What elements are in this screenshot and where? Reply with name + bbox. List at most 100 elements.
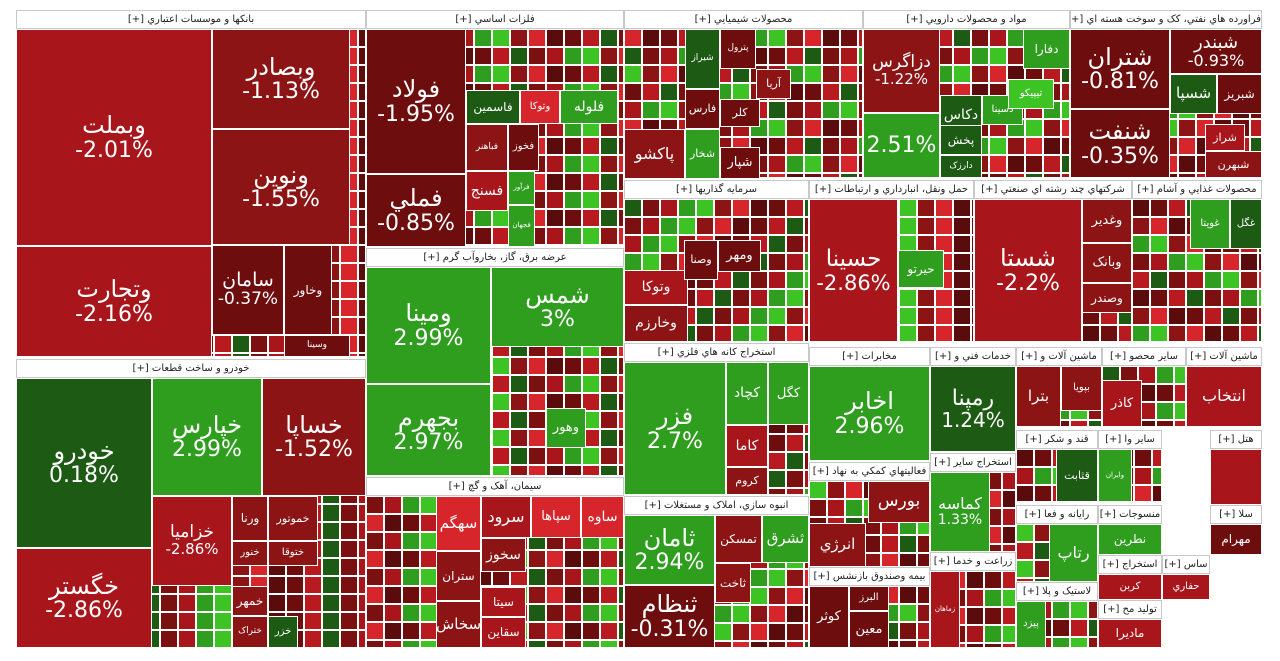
minor-stock-tile[interactable] <box>1070 601 1088 619</box>
minor-stock-tile[interactable] <box>358 335 366 353</box>
minor-stock-tile[interactable] <box>732 271 750 289</box>
sector-header[interactable]: استخراج [+] <box>1098 555 1162 574</box>
stock-tile[interactable]: شسپا <box>1170 74 1217 114</box>
sector-header[interactable]: بيمه وصندوق بازنشس [+] <box>809 567 930 586</box>
minor-stock-tile[interactable] <box>402 622 420 640</box>
minor-stock-tile[interactable] <box>1132 271 1150 289</box>
minor-stock-tile[interactable] <box>1168 271 1186 289</box>
minor-stock-tile[interactable] <box>1016 560 1034 578</box>
minor-stock-tile[interactable] <box>510 29 528 47</box>
minor-stock-tile[interactable] <box>624 29 642 47</box>
minor-stock-tile[interactable] <box>600 411 618 429</box>
minor-stock-tile[interactable] <box>732 199 750 217</box>
minor-stock-tile[interactable] <box>492 65 510 83</box>
minor-stock-tile[interactable] <box>546 173 564 191</box>
stock-tile[interactable]: نطرين <box>1098 524 1162 555</box>
minor-stock-tile[interactable] <box>250 353 268 357</box>
minor-stock-tile[interactable] <box>750 289 768 307</box>
minor-stock-tile[interactable] <box>1052 601 1070 619</box>
minor-stock-tile[interactable] <box>402 532 420 550</box>
minor-stock-tile[interactable] <box>546 622 564 640</box>
minor-stock-tile[interactable] <box>642 101 660 119</box>
minor-stock-tile[interactable] <box>750 569 768 587</box>
stock-tile[interactable]: وبصادر -1.13% <box>212 29 350 129</box>
minor-stock-tile[interactable] <box>160 630 178 648</box>
minor-stock-tile[interactable] <box>358 119 366 137</box>
stock-tile[interactable]: بورس <box>868 481 930 523</box>
stock-tile[interactable]: کاذر <box>1102 380 1142 427</box>
minor-stock-tile[interactable] <box>696 325 714 342</box>
stock-tile[interactable]: فولاد -1.95% <box>366 29 466 174</box>
sector-header[interactable]: خدمات فني و [+] <box>930 347 1016 366</box>
minor-stock-tile[interactable] <box>582 640 600 648</box>
minor-stock-tile[interactable] <box>768 325 786 342</box>
sector-header[interactable]: حمل ونقل، انبارداري و ارتباطات [+] <box>809 180 974 199</box>
minor-stock-tile[interactable] <box>1132 199 1150 217</box>
minor-stock-tile[interactable] <box>340 522 358 540</box>
minor-stock-tile[interactable] <box>618 101 624 119</box>
minor-stock-tile[interactable] <box>1204 325 1222 342</box>
minor-stock-tile[interactable] <box>786 47 804 65</box>
minor-stock-tile[interactable] <box>178 630 196 648</box>
minor-stock-tile[interactable] <box>768 199 786 217</box>
stock-tile[interactable]: شمس 3% <box>491 267 624 347</box>
minor-stock-tile[interactable] <box>600 447 618 465</box>
minor-stock-tile[interactable] <box>917 535 930 553</box>
minor-stock-tile[interactable] <box>1002 643 1016 648</box>
sector-header[interactable]: زراعت و خدما [+] <box>930 552 1016 571</box>
stock-tile[interactable]: کربن <box>1098 574 1162 600</box>
stock-tile[interactable]: حفاري <box>1162 574 1210 600</box>
stock-tile[interactable]: غگل <box>1230 199 1262 249</box>
stock-tile[interactable]: خودرو 0.18% <box>16 378 152 548</box>
minor-stock-tile[interactable] <box>582 65 600 83</box>
minor-stock-tile[interactable] <box>935 199 953 217</box>
minor-stock-tile[interactable] <box>1258 253 1262 271</box>
minor-stock-tile[interactable] <box>696 199 714 217</box>
minor-stock-tile[interactable] <box>358 65 366 83</box>
minor-stock-tile[interactable] <box>660 235 678 253</box>
minor-stock-tile[interactable] <box>899 553 917 567</box>
minor-stock-tile[interactable] <box>786 173 804 178</box>
minor-stock-tile[interactable] <box>786 641 804 648</box>
minor-stock-tile[interactable] <box>845 481 863 499</box>
stock-tile[interactable]: ومهر <box>718 240 761 272</box>
minor-stock-tile[interactable] <box>340 630 358 648</box>
minor-stock-tile[interactable] <box>582 191 600 209</box>
minor-stock-tile[interactable] <box>1118 325 1132 342</box>
minor-stock-tile[interactable] <box>624 253 642 271</box>
minor-stock-tile[interactable] <box>953 47 971 65</box>
minor-stock-tile[interactable] <box>917 604 930 622</box>
minor-stock-tile[interactable] <box>858 83 863 101</box>
minor-stock-tile[interactable] <box>366 586 384 604</box>
minor-stock-tile[interactable] <box>384 550 402 568</box>
minor-stock-tile[interactable] <box>618 83 624 101</box>
minor-stock-tile[interactable] <box>1088 637 1098 648</box>
minor-stock-tile[interactable] <box>564 209 582 227</box>
minor-stock-tile[interactable] <box>1168 217 1186 235</box>
minor-stock-tile[interactable] <box>564 640 582 648</box>
minor-stock-tile[interactable] <box>358 612 366 630</box>
stock-tile[interactable]: شپار <box>720 147 760 179</box>
minor-stock-tile[interactable] <box>492 47 510 65</box>
minor-stock-tile[interactable] <box>732 623 750 641</box>
minor-stock-tile[interactable] <box>546 47 564 65</box>
minor-stock-tile[interactable] <box>322 594 340 612</box>
stock-tile[interactable]: فاسمين <box>466 90 520 124</box>
minor-stock-tile[interactable] <box>840 29 858 47</box>
minor-stock-tile[interactable] <box>984 607 1002 625</box>
minor-stock-tile[interactable] <box>822 137 840 155</box>
minor-stock-tile[interactable] <box>600 640 618 648</box>
minor-stock-tile[interactable] <box>528 586 546 604</box>
minor-stock-tile[interactable] <box>917 289 935 307</box>
minor-stock-tile[interactable] <box>384 622 402 640</box>
stock-tile[interactable]: فرآور <box>508 171 535 205</box>
sector-header[interactable]: فعاليتهاي کمکي به نهاد [+] <box>809 462 930 481</box>
stock-tile[interactable]: معين <box>849 611 889 648</box>
minor-stock-tile[interactable] <box>582 604 600 622</box>
minor-stock-tile[interactable] <box>935 289 953 307</box>
stock-tile[interactable]: وخارزم <box>624 305 688 342</box>
minor-stock-tile[interactable] <box>1168 289 1186 307</box>
minor-stock-tile[interactable] <box>971 29 989 47</box>
minor-stock-tile[interactable] <box>917 553 930 567</box>
minor-stock-tile[interactable] <box>618 227 624 245</box>
